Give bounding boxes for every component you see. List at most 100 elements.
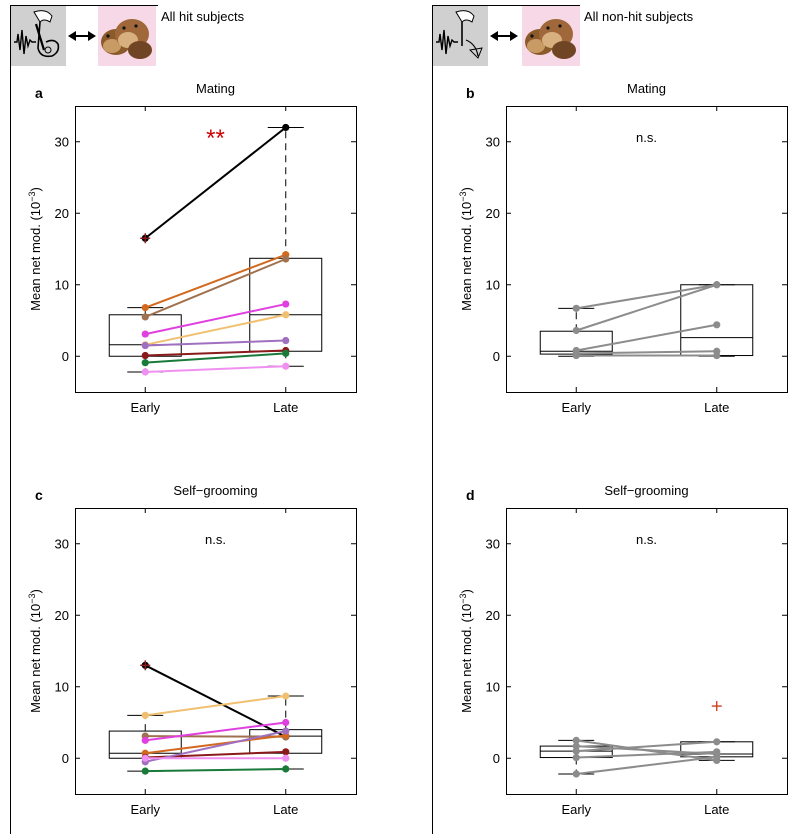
data-point-late xyxy=(282,300,290,308)
series-segment xyxy=(575,283,718,332)
series-line xyxy=(141,349,290,367)
series-line xyxy=(572,738,721,755)
panel-title: Self−grooming xyxy=(604,483,688,498)
series-line xyxy=(141,255,290,321)
y-axis-label-close: ) xyxy=(459,187,474,191)
series-segment xyxy=(144,339,287,347)
data-point-late xyxy=(713,738,721,746)
series-line xyxy=(141,251,290,312)
panel-d: 0 10 20 30 Early Late d Self−grooming Mean net m… xyxy=(458,483,788,817)
data-point-late xyxy=(282,718,290,727)
data-point-early xyxy=(572,753,580,762)
header-left: All hit subjects xyxy=(11,6,245,66)
outlier-marker xyxy=(711,701,722,712)
series-segment xyxy=(144,126,287,240)
series-line xyxy=(572,748,721,762)
series-segment xyxy=(144,767,287,773)
header-right: All non-hit subjects xyxy=(433,6,694,66)
y-tick-label: 0 xyxy=(493,751,500,766)
data-point-late xyxy=(713,748,721,756)
data-point-late xyxy=(282,692,290,700)
data-point-early xyxy=(141,330,149,338)
series-segment xyxy=(575,350,718,355)
y-tick-label: 20 xyxy=(486,608,500,623)
plot-frame xyxy=(506,106,788,393)
y-axis-label-close: ) xyxy=(459,589,474,593)
plot-frame xyxy=(75,508,357,795)
data-point-early xyxy=(141,341,149,350)
y-axis-label: Mean net mod. (10−3) xyxy=(458,589,474,713)
y-axis-label: Mean net mod. (10−3) xyxy=(458,187,474,311)
y-tick-label: 20 xyxy=(55,608,69,623)
data-point-late xyxy=(282,727,290,735)
series-segment xyxy=(144,721,287,742)
y-tick-label: 0 xyxy=(62,349,69,364)
data-point-early xyxy=(572,351,580,360)
y-tick-label: 0 xyxy=(493,349,500,364)
series-segment xyxy=(144,695,287,717)
y-tick-label: 10 xyxy=(55,679,69,694)
data-point-late xyxy=(282,336,290,345)
series-line xyxy=(572,351,721,360)
series-segment xyxy=(144,253,287,309)
data-point-early xyxy=(141,368,149,376)
series-segment xyxy=(144,365,287,373)
series-segment xyxy=(144,349,287,357)
y-tick-label: 10 xyxy=(486,679,500,694)
y-tick-label: 0 xyxy=(62,751,69,766)
data-point-late xyxy=(282,349,290,357)
series-line xyxy=(141,692,290,719)
data-point-early xyxy=(141,304,149,312)
y-axis-label-main: Mean net mod. (10 xyxy=(28,604,43,713)
data-point-late xyxy=(713,281,721,289)
data-point-early xyxy=(141,754,149,762)
series-line xyxy=(141,732,290,741)
data-point-late xyxy=(282,765,290,773)
hamsters-photo-icon xyxy=(522,6,580,66)
audio-lever-icon xyxy=(11,6,66,66)
panel-title: Self−grooming xyxy=(173,483,257,498)
data-point-late xyxy=(713,753,721,761)
y-tick-label: 20 xyxy=(486,206,500,221)
series-segment xyxy=(144,258,287,318)
y-axis-label-exponent: −3 xyxy=(27,593,37,603)
series-line xyxy=(141,718,290,744)
data-point-late xyxy=(713,351,721,360)
series-segment xyxy=(575,323,718,352)
plot-frame xyxy=(506,508,788,795)
data-point-early xyxy=(141,711,149,719)
header-title: All non-hit subjects xyxy=(584,9,694,24)
y-axis-label-main: Mean net mod. (10 xyxy=(459,604,474,713)
series-segment xyxy=(575,283,718,310)
data-point-late xyxy=(282,311,290,319)
header-title: All hit subjects xyxy=(161,9,245,24)
series-segment xyxy=(144,313,287,346)
y-axis-label-exponent: −3 xyxy=(458,191,468,201)
y-axis-label-close: ) xyxy=(28,187,43,191)
data-point-early xyxy=(141,767,149,775)
x-tick-label: Early xyxy=(130,802,160,817)
y-axis-label-exponent: −3 xyxy=(458,593,468,603)
x-tick-label: Late xyxy=(273,400,298,415)
outlier-marker xyxy=(140,660,151,671)
panel-letter: b xyxy=(466,85,475,101)
y-tick-label: 30 xyxy=(55,134,69,149)
significance-label: n.s. xyxy=(636,532,657,547)
y-axis-label-main: Mean net mod. (10 xyxy=(28,202,43,311)
data-point-late xyxy=(713,321,721,329)
series-line xyxy=(141,727,290,766)
data-point-late xyxy=(282,255,290,263)
series-line xyxy=(141,754,290,762)
data-point-early xyxy=(572,747,580,755)
y-axis-label: Mean net mod. (10−3) xyxy=(27,589,43,713)
x-tick-label: Late xyxy=(704,802,729,817)
y-tick-label: 30 xyxy=(55,536,69,551)
data-point-early xyxy=(141,313,149,321)
panel-title: Mating xyxy=(627,81,666,96)
series-segment xyxy=(575,750,718,759)
series-line xyxy=(141,362,290,376)
y-tick-label: 10 xyxy=(486,277,500,292)
double-arrow-icon xyxy=(490,31,518,41)
x-tick-label: Early xyxy=(130,400,160,415)
